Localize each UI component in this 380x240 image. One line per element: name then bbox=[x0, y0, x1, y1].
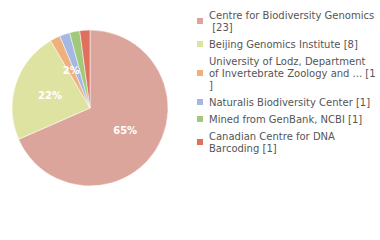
svg-text:Beijing Genomics Institute [8]: Beijing Genomics Institute [8] bbox=[209, 39, 358, 50]
svg-text:]: ] bbox=[209, 80, 213, 91]
svg-text:2%: 2% bbox=[63, 65, 80, 76]
svg-text:Centre for Biodiversity Genomi: Centre for Biodiversity Genomics bbox=[209, 10, 374, 21]
svg-text:University of Lodz, Department: University of Lodz, Department bbox=[209, 56, 369, 67]
svg-text:Barcoding [1]: Barcoding [1] bbox=[209, 143, 277, 154]
svg-text:of Invertebrate Zoology and ..: of Invertebrate Zoology and ... [1 bbox=[209, 68, 376, 79]
svg-text:Canadian Centre for DNA: Canadian Centre for DNA bbox=[209, 131, 338, 142]
svg-text:65%: 65% bbox=[113, 125, 137, 136]
svg-text:[23]: [23] bbox=[209, 22, 233, 33]
svg-text:22%: 22% bbox=[38, 90, 62, 101]
svg-text:Naturalis Biodiversity Center: Naturalis Biodiversity Center [1] bbox=[209, 97, 370, 108]
svg-text:Mined from GenBank, NCBI [1]: Mined from GenBank, NCBI [1] bbox=[209, 114, 362, 125]
